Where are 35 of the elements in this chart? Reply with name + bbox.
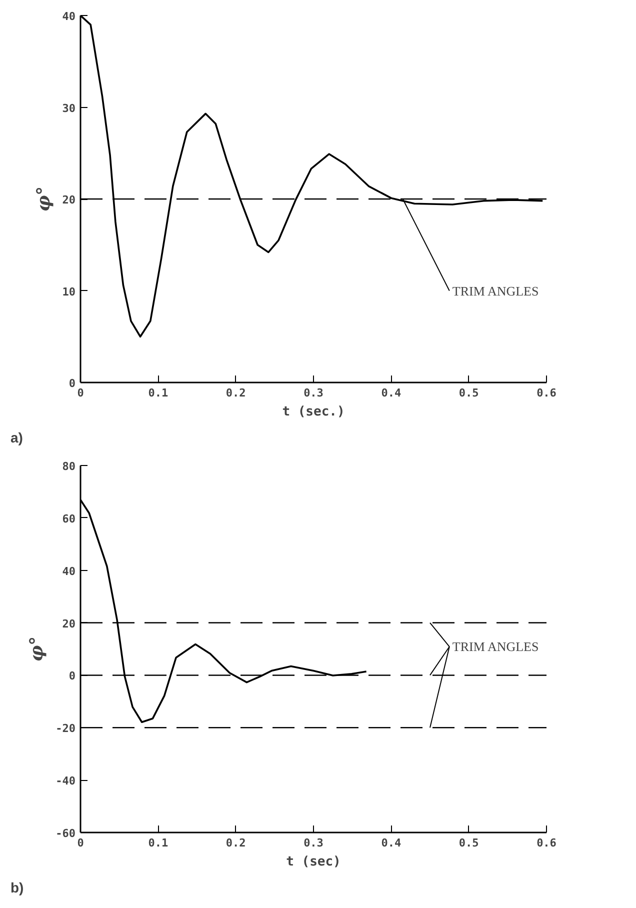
y-tick-label: -20	[56, 722, 76, 736]
x-tick-label: 0.3	[304, 386, 324, 400]
y-tick-label: 80	[62, 460, 76, 473]
annotation: TRIM ANGLES	[452, 639, 539, 654]
y-tick-label: 60	[62, 512, 76, 526]
x-tick-label: 0.1	[148, 836, 168, 850]
y-tick-label: 10	[62, 285, 76, 298]
y-tick-label: 20	[62, 194, 76, 206]
y-axis-title: φ°	[33, 186, 54, 212]
x-axis-title: t (sec)	[286, 854, 341, 870]
y-tick-label: 0	[68, 377, 76, 390]
x-tick-label: 0.2	[226, 386, 246, 400]
y-tick-label: -60	[56, 827, 76, 840]
y-tick-label: 40	[62, 564, 76, 578]
x-axis-title: t (sec.)	[282, 404, 345, 420]
y-tick-label: 20	[62, 617, 76, 630]
x-tick-label: 0.3	[304, 836, 324, 850]
x-tick-label: 0	[77, 386, 84, 400]
x-tick-label: 0.6	[536, 386, 557, 400]
y-tick-label: 40	[62, 10, 76, 23]
text: a)	[10, 430, 23, 446]
y-axis-title: φ°	[26, 636, 48, 662]
x-tick-label: 0.5	[458, 386, 479, 400]
y-tick-label: -40	[56, 774, 76, 788]
y-tick-label: 30	[62, 102, 76, 115]
y-tick-label: 0	[68, 670, 76, 683]
x-tick-label: 0.5	[458, 836, 479, 850]
x-tick-label: 0	[77, 836, 84, 850]
annotation: TRIM ANGLES	[452, 283, 539, 298]
x-tick-label: 0.6	[536, 836, 557, 850]
x-tick-label: 0.4	[381, 836, 402, 850]
x-tick-label: 0.1	[148, 386, 168, 400]
x-tick-label: 0.2	[226, 836, 246, 850]
x-tick-label: 0.4	[381, 386, 402, 400]
text: b)	[10, 880, 24, 896]
